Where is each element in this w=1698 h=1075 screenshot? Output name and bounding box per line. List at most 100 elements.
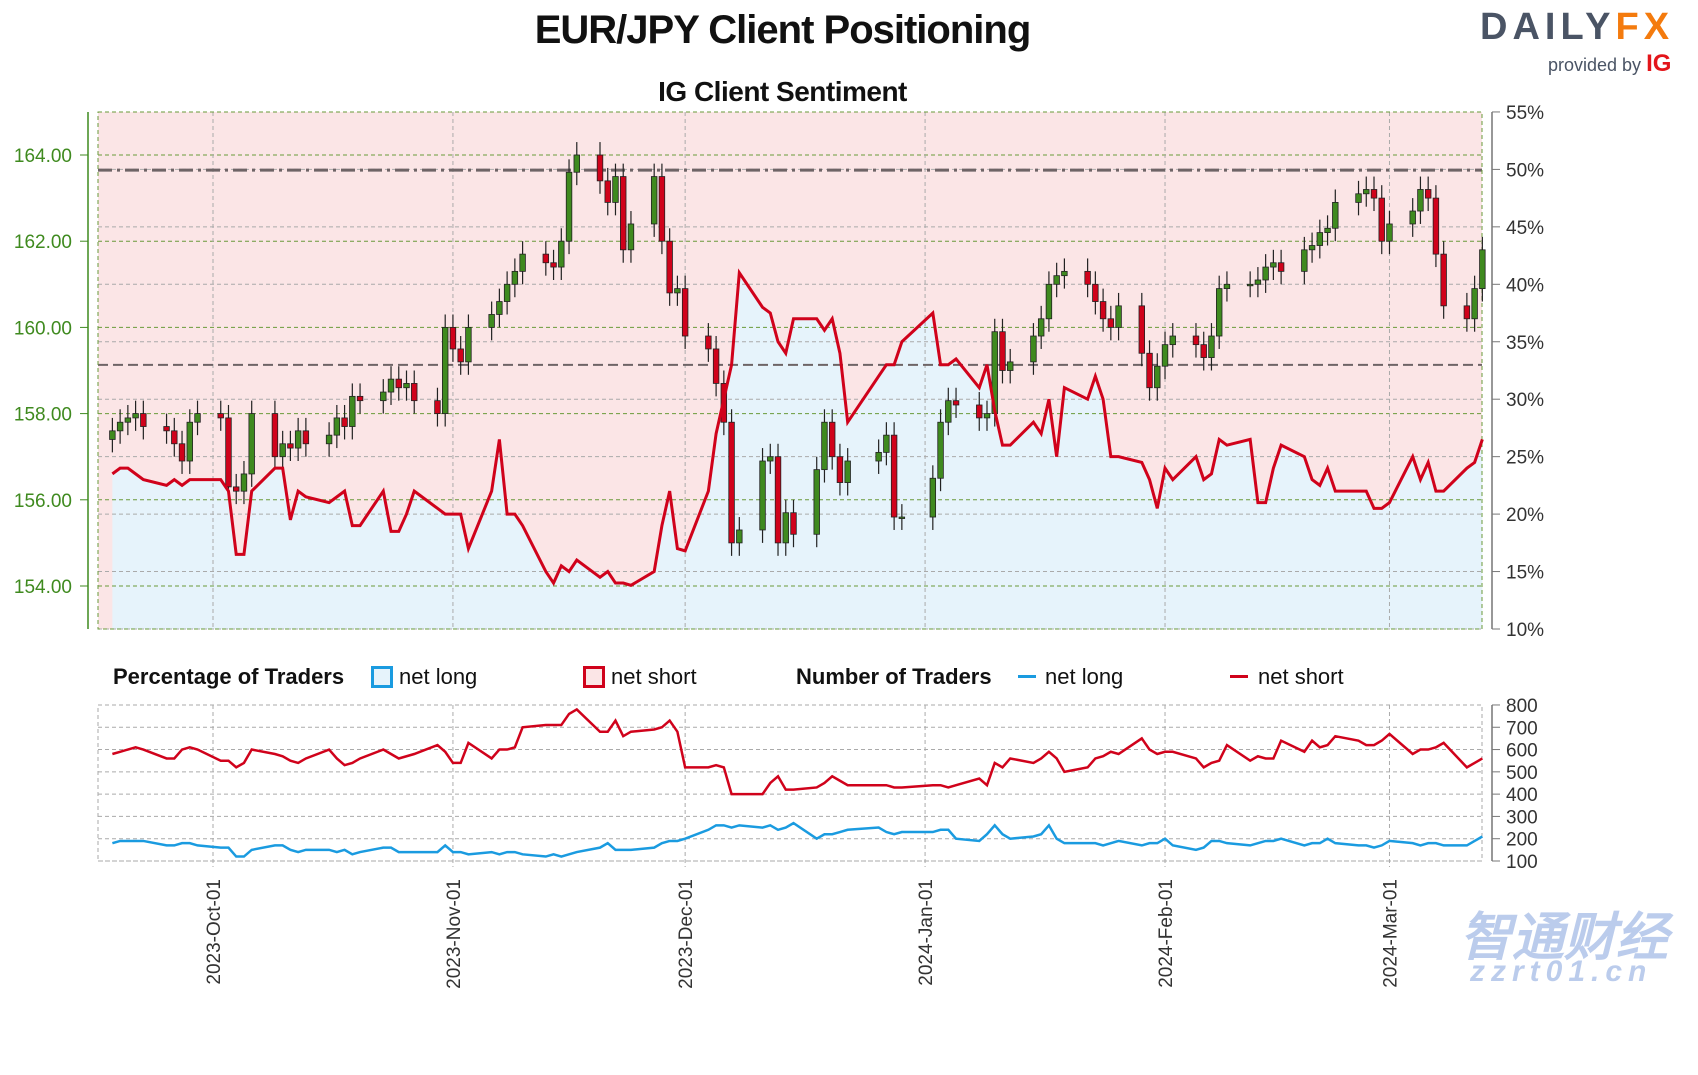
candle	[1037, 318, 1045, 337]
candle	[1208, 335, 1215, 358]
candle	[225, 417, 232, 488]
candle	[573, 154, 580, 173]
candle	[1324, 227, 1331, 233]
legend-num-short: net short	[1258, 664, 1344, 689]
candle	[434, 400, 441, 415]
candle	[511, 270, 519, 285]
candle	[1216, 288, 1223, 337]
candle	[658, 176, 666, 242]
candle	[248, 413, 255, 475]
candle	[465, 326, 472, 363]
candle	[1223, 283, 1231, 290]
candle	[604, 180, 611, 203]
candle	[620, 176, 627, 251]
candle	[759, 460, 766, 531]
candle	[1378, 197, 1385, 242]
candle	[1099, 301, 1107, 320]
candle	[341, 417, 348, 427]
candle	[356, 395, 364, 402]
candle	[875, 451, 882, 462]
candle	[287, 443, 294, 449]
net-short-count-line	[112, 707, 1483, 796]
candle	[1084, 270, 1091, 285]
candle	[116, 421, 124, 432]
candle	[1107, 318, 1115, 328]
candle	[1169, 335, 1176, 346]
candle	[186, 421, 193, 462]
price-tick-label: 154.00	[14, 577, 72, 598]
candle	[325, 434, 333, 445]
count-tick-label: 400	[1506, 785, 1538, 806]
pct-tick-label: 10%	[1506, 620, 1544, 641]
candle	[767, 456, 774, 462]
candle	[124, 417, 132, 423]
date-tick-label: 2023-Oct-01	[204, 879, 225, 985]
candle	[1301, 249, 1308, 272]
candle	[294, 430, 302, 449]
candle	[1246, 283, 1254, 287]
chart-subtitle: IG Client Sentiment	[658, 76, 907, 107]
candle	[1432, 197, 1440, 255]
candle	[1061, 270, 1068, 277]
candle	[542, 253, 550, 264]
candle	[194, 413, 201, 423]
candle	[1161, 344, 1169, 367]
count-plot-border	[97, 704, 1483, 862]
price-tick-label: 156.00	[14, 491, 72, 512]
price-tick-label: 164.00	[14, 146, 72, 167]
candle	[1316, 232, 1324, 246]
candle	[983, 413, 991, 419]
candle	[1138, 305, 1145, 354]
candle	[503, 283, 511, 302]
count-tick-label: 200	[1506, 830, 1538, 851]
candle	[565, 171, 573, 242]
provided-by-ig: provided by IG	[1548, 50, 1672, 77]
candle	[163, 426, 170, 432]
legend-num-title: Number of Traders	[796, 664, 992, 689]
candle	[929, 477, 937, 518]
legend-num-long: net long	[1045, 664, 1124, 689]
candle	[271, 413, 279, 458]
pct-tick-label: 30%	[1506, 390, 1544, 411]
candle	[1332, 202, 1339, 229]
candle	[488, 314, 495, 328]
date-tick-label: 2024-Mar-01	[1380, 879, 1401, 988]
pct-tick-label: 15%	[1506, 563, 1544, 584]
pct-tick-label: 40%	[1506, 275, 1544, 296]
candle	[596, 154, 604, 182]
candle	[1030, 335, 1037, 363]
net-long-area	[112, 272, 1483, 629]
candle	[519, 253, 526, 272]
candle	[140, 413, 147, 427]
date-tick-label: 2024-Feb-01	[1156, 879, 1177, 988]
price-plot-border	[97, 111, 1483, 630]
candle	[1463, 305, 1471, 320]
pct-tick-label: 45%	[1506, 218, 1544, 239]
pct-tick-label: 55%	[1506, 103, 1544, 124]
candle	[813, 469, 820, 535]
candle	[1192, 335, 1200, 346]
date-tick-label: 2023-Dec-01	[676, 879, 697, 989]
candle	[217, 413, 224, 419]
candle	[1409, 210, 1416, 225]
candle	[898, 516, 906, 519]
count-tick-label: 800	[1506, 696, 1538, 717]
candle	[233, 486, 240, 492]
candle	[302, 430, 310, 445]
count-tick-label: 500	[1506, 763, 1538, 784]
candle	[774, 456, 782, 544]
candle	[449, 326, 457, 350]
candle	[411, 383, 418, 402]
candle	[550, 262, 557, 268]
price-tick-label: 160.00	[14, 318, 72, 339]
candle	[1092, 283, 1099, 302]
candle	[1146, 352, 1153, 389]
candle	[1479, 249, 1486, 290]
candle	[790, 512, 797, 535]
price-tick-label: 162.00	[14, 232, 72, 253]
candle	[782, 512, 789, 544]
price-tick-label: 158.00	[14, 405, 72, 426]
pct-tick-label: 25%	[1506, 448, 1544, 469]
candle	[1363, 189, 1370, 195]
